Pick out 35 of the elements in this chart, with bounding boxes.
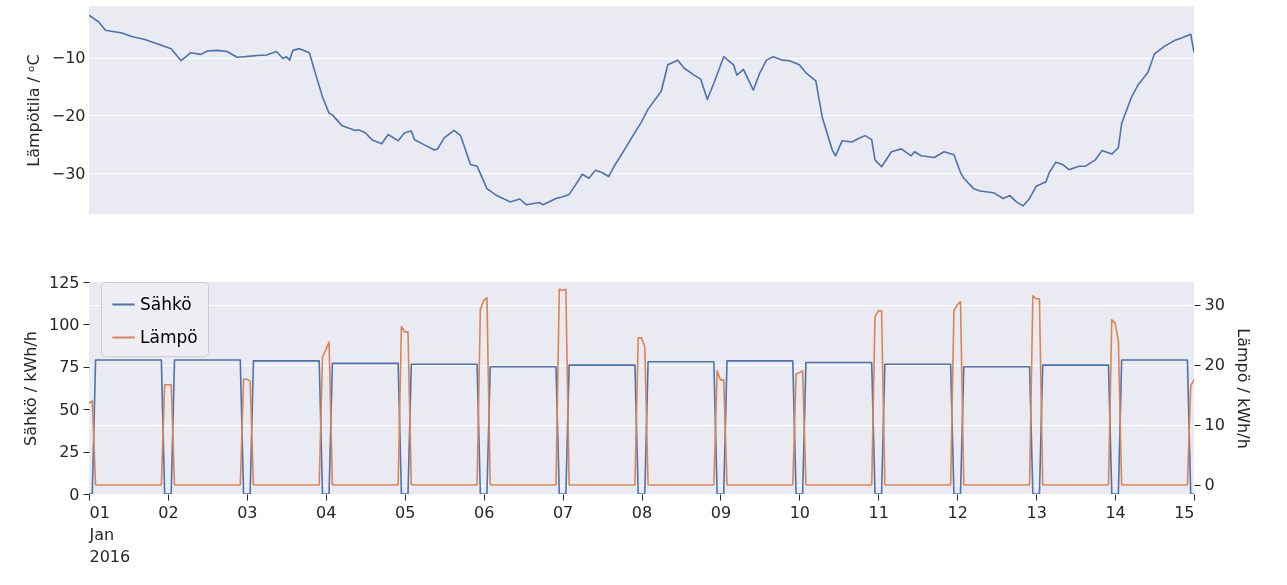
- x-tick-label: 07: [552, 502, 574, 522]
- y-axis-title: Lämpötila / ᵒC: [23, 54, 43, 167]
- x-tick-label: 02: [158, 502, 179, 522]
- y2-tick-label: 30: [1204, 295, 1225, 315]
- y-tick-label: 125: [48, 272, 80, 292]
- y-tick-label: −20: [51, 105, 86, 125]
- y2-tick-label: 20: [1204, 355, 1225, 375]
- x-tick-label: 13: [1026, 502, 1047, 522]
- line-series: [89, 14, 1194, 207]
- y-tick-label: 75: [59, 357, 80, 377]
- x-tick-label: 09: [710, 502, 732, 522]
- x-tick-label: 04: [316, 502, 337, 522]
- x-tick-label: 10: [789, 502, 811, 522]
- line-series: [89, 288, 1194, 486]
- y-tick-label: 100: [48, 314, 80, 334]
- x-tick-label: 01 Jan 2016: [88, 502, 131, 566]
- x-tick-label: 05: [395, 502, 416, 522]
- x-tick-label: 11: [868, 502, 889, 522]
- y2-tick-label: 0: [1204, 475, 1215, 495]
- y-tick-label: 0: [69, 484, 80, 504]
- y-tick-label: −10: [51, 48, 86, 68]
- x-tick-label: 03: [237, 502, 258, 522]
- x-tick-label: 08: [631, 502, 653, 522]
- x-tick-label: 12: [947, 502, 968, 522]
- y-tick-label: 25: [59, 442, 80, 462]
- legend-label: Sähkö: [140, 293, 192, 314]
- y2-axis-title: Lämpö / kWh/h: [1233, 328, 1253, 449]
- y2-tick-label: 10: [1204, 415, 1225, 435]
- x-tick-label: 14: [1105, 502, 1126, 522]
- y-axis-title: Sähkö / kWh/h: [20, 331, 40, 446]
- x-tick-label: 06: [473, 502, 495, 522]
- x-tick-label: 15: [1174, 502, 1195, 522]
- y-tick-label: 50: [59, 399, 80, 419]
- y-tick-label: −30: [51, 163, 86, 183]
- legend-label: Lämpö: [140, 326, 198, 347]
